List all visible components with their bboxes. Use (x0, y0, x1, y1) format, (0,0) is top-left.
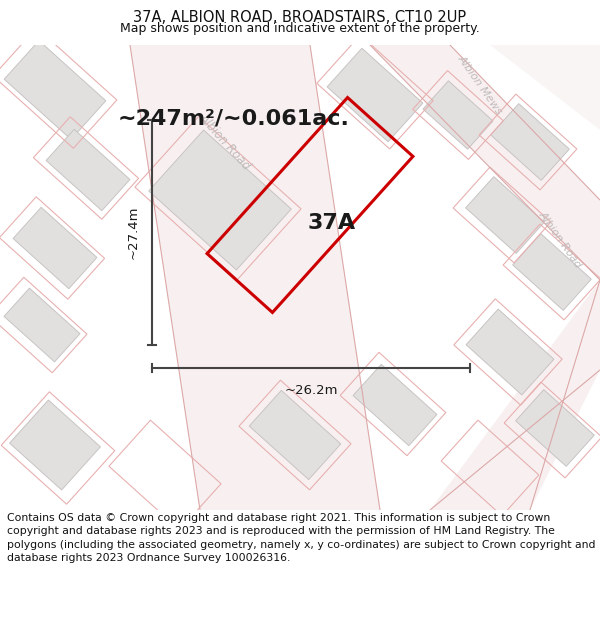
Polygon shape (370, 45, 600, 280)
Text: ~26.2m: ~26.2m (284, 384, 338, 397)
Text: ~27.4m: ~27.4m (127, 206, 140, 259)
Polygon shape (466, 309, 554, 395)
Polygon shape (430, 280, 600, 510)
Text: 37A, ALBION ROAD, BROADSTAIRS, CT10 2UP: 37A, ALBION ROAD, BROADSTAIRS, CT10 2UP (133, 10, 467, 25)
Polygon shape (10, 400, 100, 490)
Text: Map shows position and indicative extent of the property.: Map shows position and indicative extent… (120, 22, 480, 35)
Polygon shape (423, 81, 493, 149)
Polygon shape (46, 129, 130, 211)
Polygon shape (249, 391, 341, 479)
Text: Contains OS data © Crown copyright and database right 2021. This information is : Contains OS data © Crown copyright and d… (7, 513, 596, 562)
Polygon shape (4, 288, 80, 362)
Polygon shape (491, 104, 569, 181)
Text: ~247m²/~0.061ac.: ~247m²/~0.061ac. (118, 108, 350, 128)
Polygon shape (512, 234, 592, 311)
Polygon shape (515, 389, 595, 466)
Polygon shape (490, 45, 600, 130)
Text: Albion Road: Albion Road (197, 111, 253, 173)
Text: Albion Road: Albion Road (537, 210, 583, 270)
Polygon shape (466, 177, 544, 253)
Polygon shape (130, 45, 380, 510)
Polygon shape (4, 41, 106, 139)
Polygon shape (327, 48, 423, 142)
Polygon shape (13, 208, 97, 289)
Text: 37A: 37A (308, 213, 356, 233)
Polygon shape (149, 130, 291, 270)
Text: Albion Mews: Albion Mews (456, 54, 504, 116)
Polygon shape (353, 364, 437, 446)
